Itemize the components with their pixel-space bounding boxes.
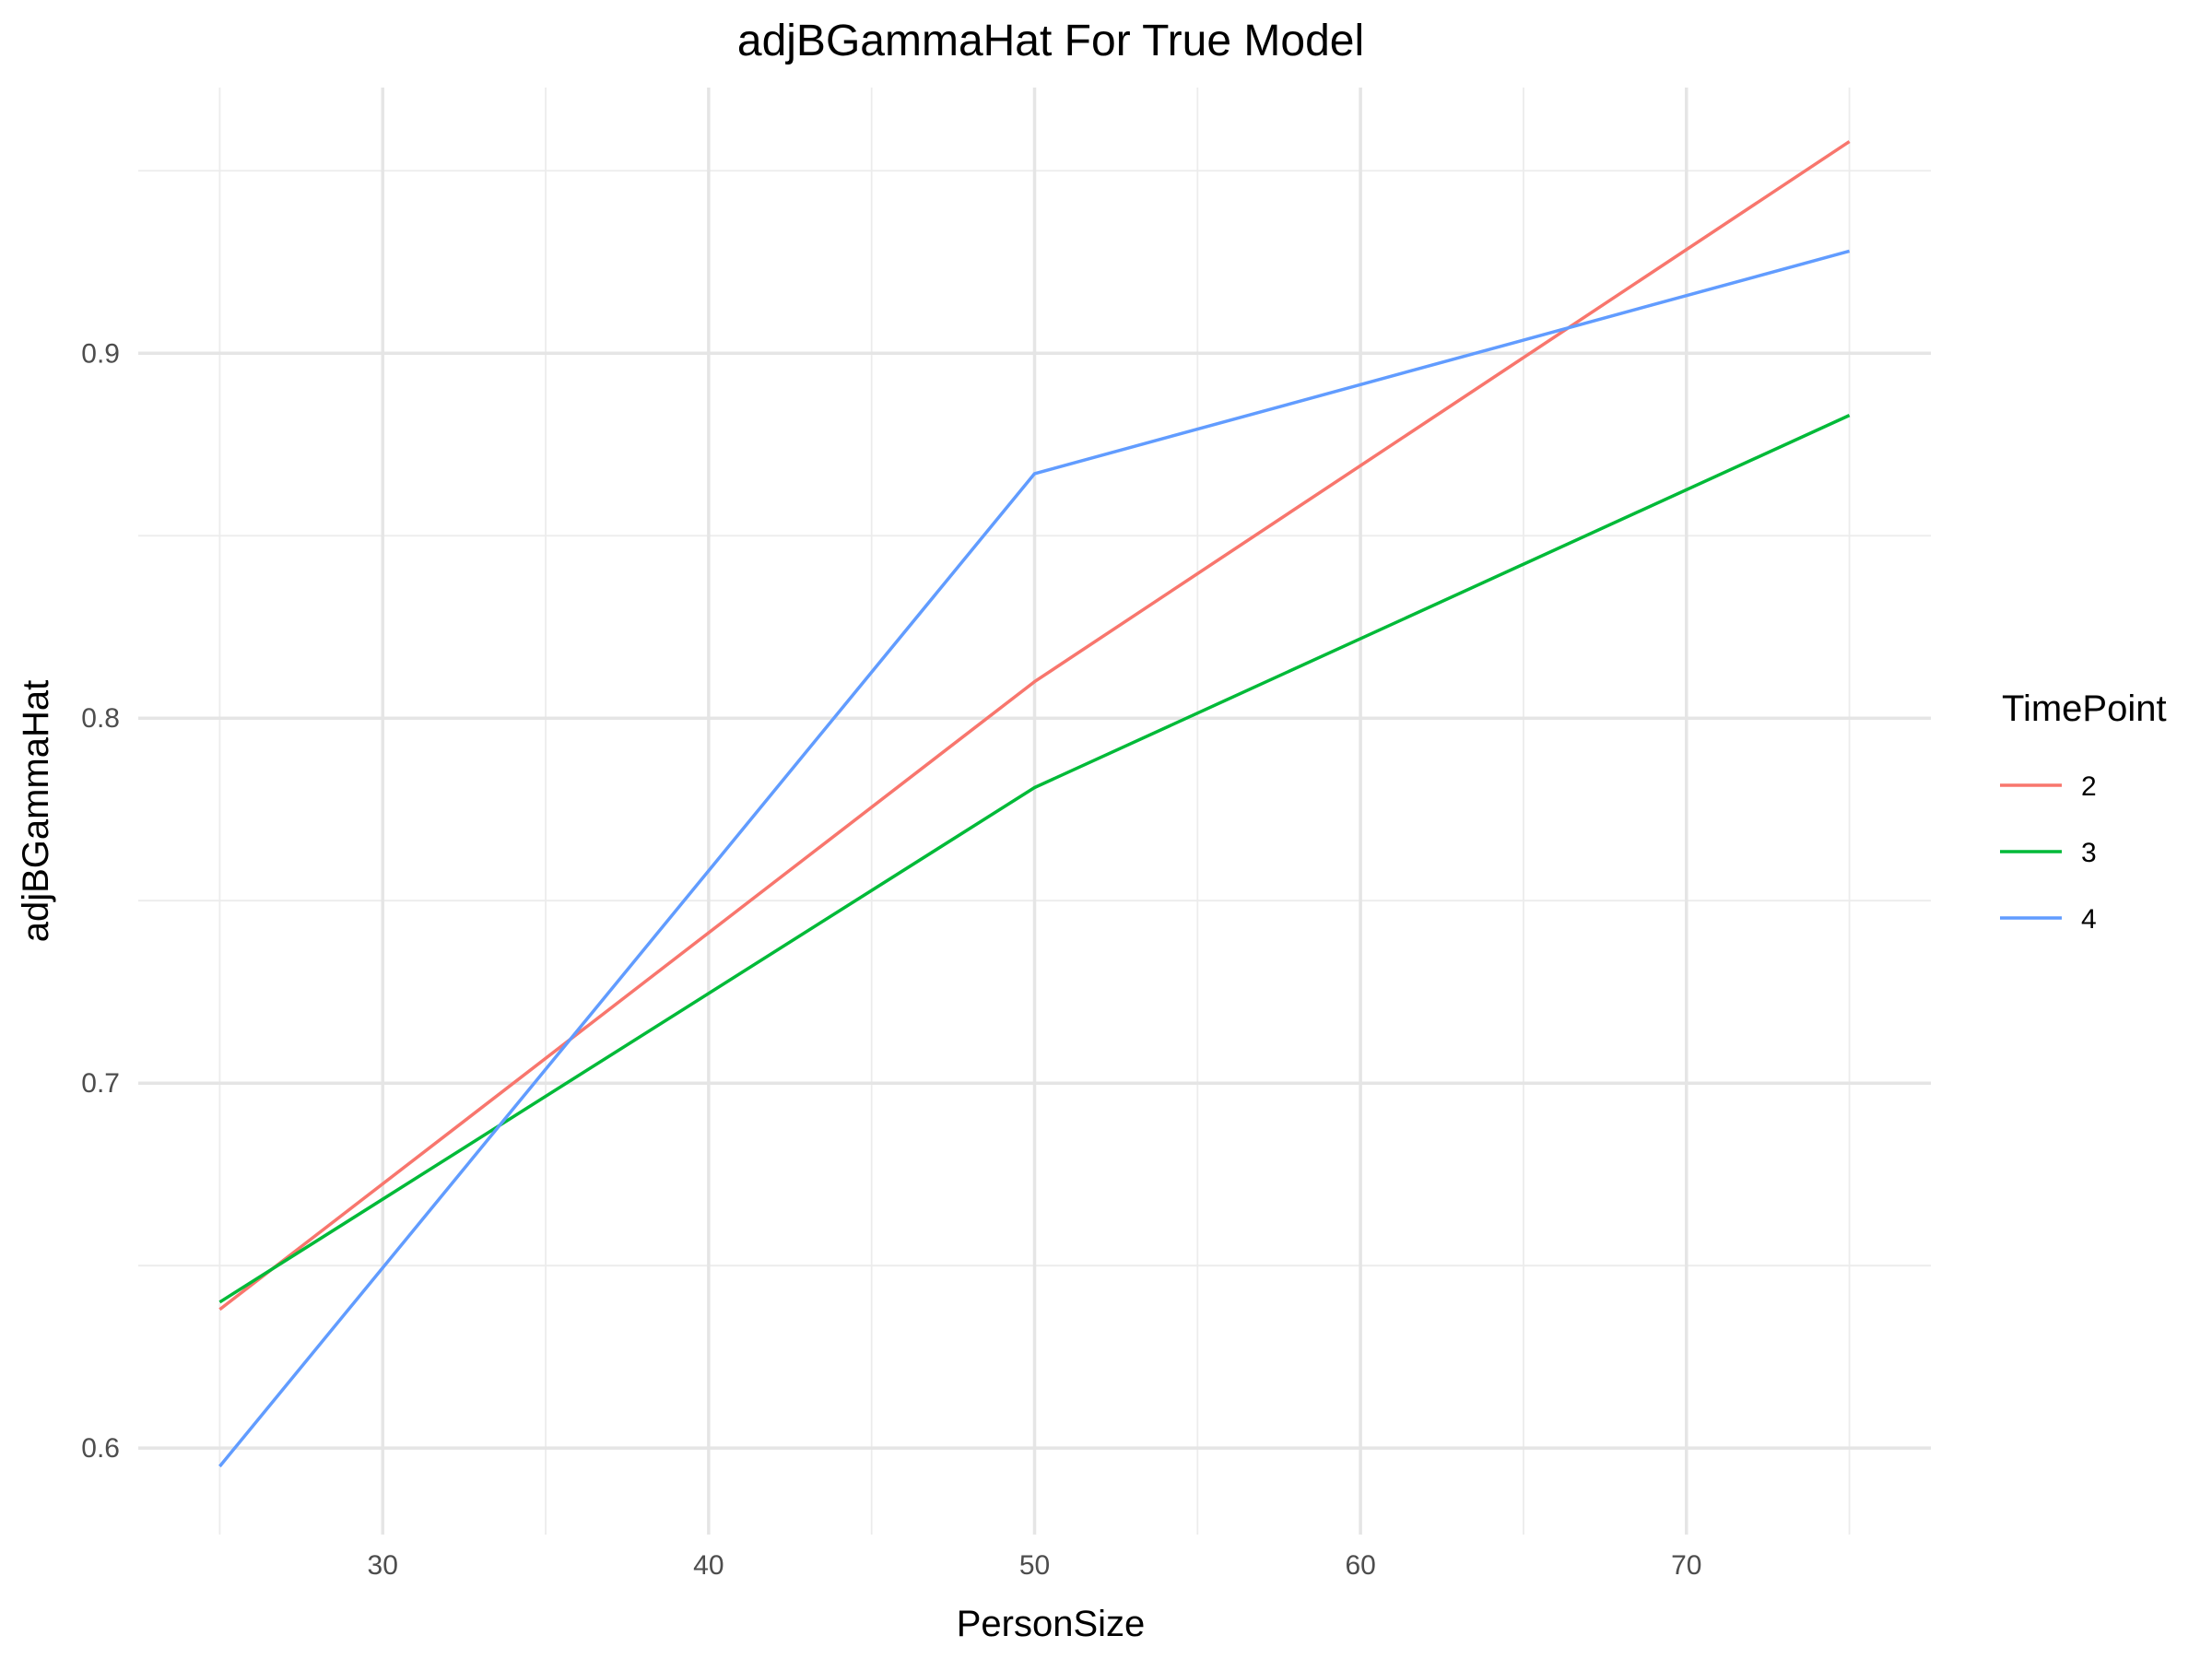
y-axis-title: adjBGammaHat — [16, 680, 56, 943]
series-lines — [218, 140, 1851, 1468]
legend-items: 2 3 4 — [2000, 771, 2097, 935]
x-tick-label: 60 — [1345, 1550, 1375, 1581]
x-tick-label: 40 — [693, 1550, 724, 1581]
legend-label-4: 4 — [2081, 904, 2097, 935]
series-line-2 — [218, 140, 1851, 1312]
y-tick-label: 0.9 — [81, 338, 120, 369]
legend-title: TimePoint — [2002, 688, 2167, 729]
legend-label-2: 2 — [2081, 771, 2097, 802]
major-gridlines — [138, 88, 1931, 1535]
x-axis-tick-labels: 30 40 50 60 70 — [368, 1550, 1702, 1581]
series-line-4 — [218, 249, 1851, 1468]
y-axis-tick-labels: 0.6 0.7 0.8 0.9 — [81, 338, 120, 1464]
y-tick-label: 0.8 — [81, 703, 120, 734]
chart-title: adjBGammaHat For True Model — [737, 17, 1364, 65]
series-line-3 — [218, 414, 1851, 1304]
legend-label-3: 3 — [2081, 838, 2097, 868]
x-tick-label: 30 — [368, 1550, 398, 1581]
x-tick-label: 50 — [1019, 1550, 1050, 1581]
legend: TimePoint 2 3 4 — [2000, 688, 2167, 935]
y-tick-label: 0.6 — [81, 1433, 120, 1464]
x-tick-label: 70 — [1671, 1550, 1701, 1581]
x-axis-title: PersonSize — [957, 1604, 1146, 1644]
y-tick-label: 0.7 — [81, 1068, 120, 1099]
